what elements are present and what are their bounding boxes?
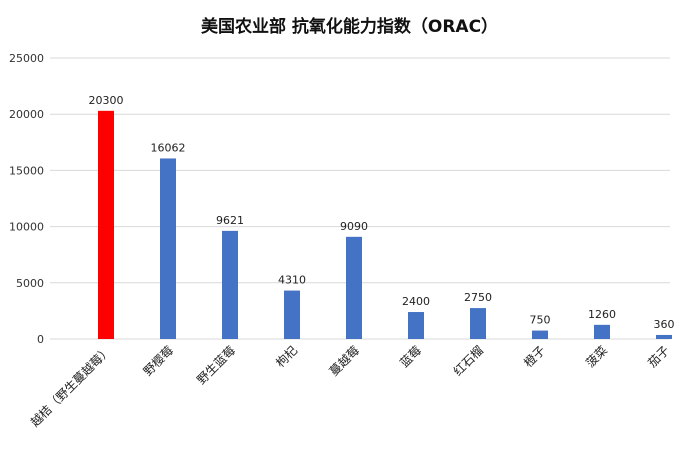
x-tick-label: 越桔（野生蔓越莓）: [28, 343, 114, 429]
x-tick-label: 野生蓝莓: [194, 343, 238, 387]
data-label: 2400: [402, 295, 430, 308]
y-tick-label: 25000: [9, 52, 44, 65]
bar: [222, 230, 238, 339]
bar: [98, 110, 114, 339]
y-tick-label: 0: [37, 333, 44, 346]
bar: [408, 312, 424, 339]
data-label: 16062: [151, 141, 186, 154]
data-label: 1260: [588, 308, 616, 321]
data-label: 750: [530, 314, 551, 327]
data-label: 20300: [89, 94, 124, 107]
y-tick-label: 20000: [9, 108, 44, 121]
x-tick-label: 菠菜: [583, 343, 610, 370]
y-tick-label: 15000: [9, 164, 44, 177]
bar: [532, 330, 548, 339]
bar: [656, 334, 672, 339]
x-tick-label: 枸杞: [273, 343, 301, 371]
bar: [284, 290, 300, 339]
bar: [160, 158, 176, 339]
y-tick-label: 10000: [9, 221, 44, 234]
x-tick-label: 蓝莓: [397, 343, 424, 370]
x-tick-label: 橙子: [521, 343, 549, 371]
x-tick-label: 茄子: [645, 343, 672, 370]
y-tick-label: 5000: [16, 277, 44, 290]
data-label: 360: [654, 318, 675, 331]
x-tick-label: 红石榴: [450, 343, 486, 379]
chart-title: 美国农业部 抗氧化能力指数（ORAC）: [200, 17, 499, 37]
bar: [346, 236, 362, 339]
x-tick-label: 蔓越莓: [327, 343, 362, 378]
data-label: 9090: [340, 220, 368, 233]
data-label: 4310: [278, 274, 306, 287]
data-label: 9621: [216, 214, 244, 227]
bar: [470, 308, 486, 339]
data-label: 2750: [464, 291, 492, 304]
bar: [594, 324, 610, 339]
x-tick-label: 野樱莓: [140, 343, 176, 379]
